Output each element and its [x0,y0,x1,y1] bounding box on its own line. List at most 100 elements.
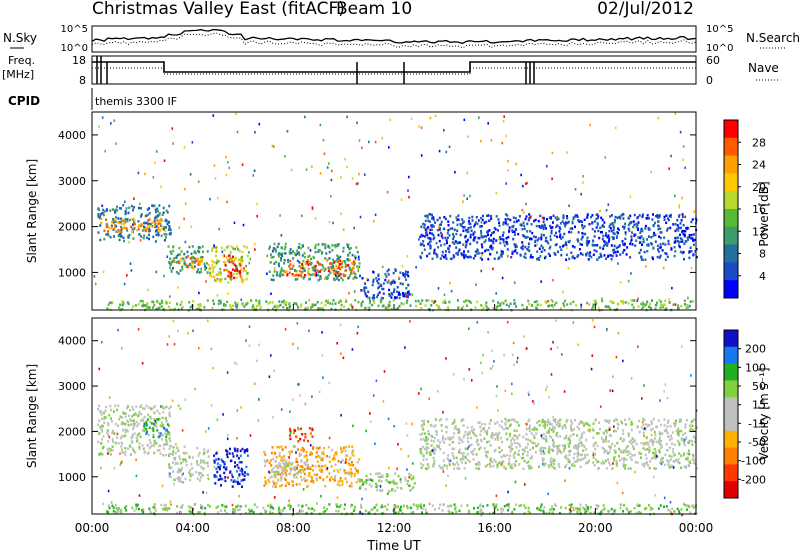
scatter-cell [279,253,282,256]
scatter-cell [252,174,255,177]
nave-label: Nave [748,61,779,75]
scatter-cell [154,208,157,211]
scatter-cell [472,428,475,431]
scatter-cell [498,238,500,241]
scatter-cell [587,507,590,511]
scatter-cell [654,215,657,218]
scatter-cell [484,465,487,468]
scatter-cell [505,432,508,435]
scatter-cell [586,236,589,239]
scatter-cell [198,291,200,295]
scatter-cell [450,289,453,293]
scatter-cell [311,464,314,467]
scatter-cell [619,503,622,506]
scatter-cell [124,200,126,204]
scatter-cell [117,217,120,220]
scatter-cell [692,254,695,257]
scatter-cell [309,306,312,309]
scatter-cell [608,419,611,422]
scatter-cell [642,305,645,309]
scatter-cell [295,483,298,486]
scatter-cell [274,475,277,479]
scatter-cell [631,454,634,457]
scatter-cell [425,511,428,514]
scatter-cell [317,270,320,274]
scatter-cell [272,467,275,470]
scatter-cell [495,494,498,497]
scatter-cell [526,248,529,251]
scatter-cell [284,484,287,487]
scatter-cell [556,435,559,438]
scatter-cell [326,299,329,302]
scatter-cell [349,303,352,307]
scatter-cell [199,304,202,307]
scatter-cell [527,510,530,513]
scatter-cell [289,263,292,266]
scatter-cell [631,303,634,307]
scatter-cell [170,252,173,255]
scatter-cell [308,466,311,469]
scatter-cell [604,240,607,244]
scatter-cell [486,504,489,507]
scatter-cell [166,423,169,426]
scatter-cell [445,239,448,242]
scatter-cell [138,202,141,206]
scatter-cell [659,236,662,240]
scatter-cell [618,245,621,248]
scatter-cell [307,269,309,273]
scatter-cell [157,219,160,223]
scatter-cell [622,451,625,454]
scatter-cell [449,214,452,218]
scatter-cell [654,453,657,456]
scatter-cell [446,467,448,470]
scatter-cell [543,464,546,467]
scatter-cell [572,433,575,436]
scatter-cell [160,224,163,228]
scatter-cell [305,301,307,304]
scatter-cell [347,253,350,257]
scatter-cell [167,245,170,248]
scatter-cell [509,445,512,448]
scatter-cell [228,259,230,262]
scatter-cell [463,118,466,122]
scatter-cell [650,170,652,174]
scatter-cell [327,266,330,269]
scatter-cell [528,427,531,430]
scatter-cell [419,450,422,453]
scatter-cell [666,449,669,452]
scatter-cell [431,257,434,260]
scatter-cell [370,485,373,488]
scatter-cell [542,227,545,231]
scatter-cell [503,115,505,118]
scatter-cell [320,470,323,473]
scatter-cell [169,250,172,253]
scatter-cell [683,242,686,246]
scatter-cell [693,458,696,462]
scatter-cell [241,260,244,264]
scatter-cell [423,504,426,507]
scatter-cell [605,437,607,440]
scatter-cell [491,239,494,243]
scatter-cell [568,204,570,207]
scatter-cell [683,258,685,261]
scatter-cell [211,264,214,267]
scatter-cell [217,260,220,263]
scatter-cell [237,508,239,512]
scatter-cell [297,274,300,277]
scatter-cell [540,509,543,512]
scatter-cell [308,298,311,302]
scatter-cell [315,455,318,459]
scatter-cell [419,448,422,451]
scatter-cell [129,262,132,265]
scatter-cell [621,251,624,254]
scatter-cell [466,230,469,234]
scatter-cell [582,449,585,452]
scatter-cell [565,221,568,224]
scatter-cell [304,262,307,265]
scatter-cell [669,458,672,461]
scatter-cell [583,218,586,221]
scatter-cell [107,422,109,425]
scatter-cell [203,511,206,515]
scatter-cell [281,509,284,512]
scatter-cell [223,462,226,466]
